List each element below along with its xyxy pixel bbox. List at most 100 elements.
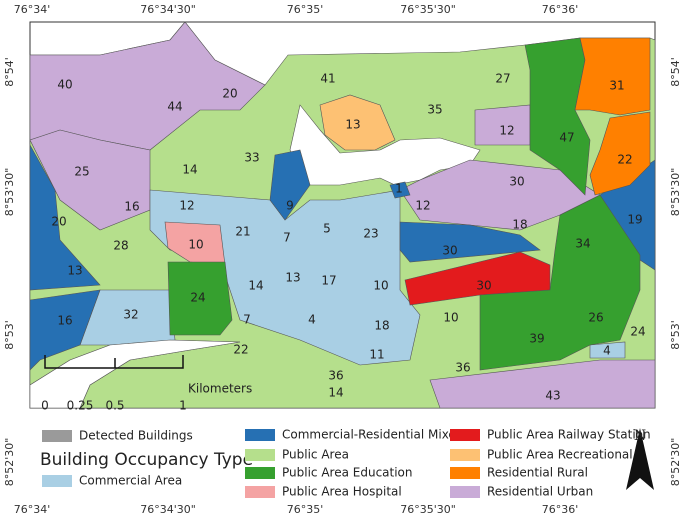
zone-label: 33 — [244, 151, 259, 165]
longitude-label: 76°34' — [14, 3, 51, 16]
latitude-label: 8°52'30" — [669, 438, 682, 487]
zone-label: 4 — [603, 344, 611, 358]
zone-label: 30 — [509, 175, 524, 189]
longitude-label: 76°34'30" — [140, 3, 196, 16]
scale-bar — [44, 355, 184, 369]
scale-unit: Kilometers — [188, 382, 252, 396]
longitude-label: 76°35' — [287, 3, 324, 16]
zone-label: 5 — [323, 222, 331, 236]
zone-label: 24 — [630, 325, 645, 339]
zone-label: 22 — [617, 153, 632, 167]
zone-area — [319, 94, 396, 151]
legend-swatch — [450, 486, 480, 498]
longitude-label: 76°35' — [287, 503, 324, 516]
zone-area — [574, 37, 651, 116]
longitude-label: 76°34'30" — [140, 503, 196, 516]
zone-label: 23 — [363, 227, 378, 241]
zone-label: 10 — [443, 311, 458, 325]
zone-label: 13 — [285, 271, 300, 285]
legend-swatch — [245, 486, 275, 498]
scale-tick-label: 0.5 — [105, 399, 124, 413]
zone-area — [429, 359, 656, 409]
zone-label: 16 — [124, 200, 139, 214]
north-arrow — [626, 428, 654, 490]
legend-title: Building Occupancy Type — [40, 450, 253, 470]
zone-label: 14 — [182, 163, 197, 177]
latitude-label: 8°53' — [3, 320, 16, 350]
zone-label: 1 — [395, 182, 403, 196]
latitude-label: 8°53' — [669, 320, 682, 350]
zone-label: 39 — [529, 332, 544, 346]
zone-label: 36 — [455, 361, 470, 375]
legend-label: Public Area Railway Station — [487, 428, 651, 442]
latitude-label: 8°53'30" — [669, 168, 682, 217]
zone-area — [29, 143, 101, 291]
legend-label: Public Area Education — [282, 466, 413, 480]
zone-area — [29, 289, 101, 371]
legend-swatch — [450, 429, 480, 441]
legend-label: Residential Urban — [487, 485, 593, 499]
longitude-label: 76°35'30" — [400, 503, 456, 516]
zone-label: 44 — [167, 100, 182, 114]
legend-label: Public Area Recreational — [487, 448, 633, 462]
legend-label: Commercial Area — [79, 474, 182, 488]
zone-label: 11 — [369, 348, 384, 362]
zone-label: 12 — [415, 199, 430, 213]
latitude-label: 8°54' — [669, 57, 682, 87]
zone-label: 17 — [321, 274, 336, 288]
zone-label: 26 — [588, 311, 603, 325]
latitude-label: 8°52'30" — [3, 438, 16, 487]
zone-label: 7 — [243, 313, 251, 327]
longitude-label: 76°36' — [542, 3, 579, 16]
zone-label: 12 — [179, 199, 194, 213]
zone-label: 7 — [283, 231, 291, 245]
zone-label: 19 — [627, 213, 642, 227]
legend-swatch — [450, 449, 480, 461]
zone-label: 14 — [328, 386, 343, 400]
zone-label: 18 — [374, 319, 389, 333]
zone-label: 41 — [320, 72, 335, 86]
zone-area — [289, 104, 481, 186]
zone-label: 40 — [57, 78, 72, 92]
legend-swatch — [245, 467, 275, 479]
legend-label: Detected Buildings — [79, 429, 193, 443]
legend-swatch — [42, 430, 72, 442]
zone-label: 35 — [427, 103, 442, 117]
legend-label: Public Area — [282, 448, 349, 462]
zone-label: 20 — [222, 87, 237, 101]
latitude-label: 8°53'30" — [3, 168, 16, 217]
zone-label: 36 — [328, 369, 343, 383]
zone-label: 30 — [476, 279, 491, 293]
zone-label: 25 — [74, 165, 89, 179]
zone-label: 30 — [442, 244, 457, 258]
legend-label: Residential Rural — [487, 466, 588, 480]
zone-label: 18 — [512, 218, 527, 232]
zone-label: 20 — [51, 215, 66, 229]
zone-label: 22 — [233, 343, 248, 357]
zone-area — [479, 194, 641, 371]
zone-label: 32 — [123, 308, 138, 322]
zone-label: 9 — [286, 199, 294, 213]
zone-label: 47 — [559, 131, 574, 145]
legend-label: Commercial-Residential Mixed — [282, 428, 463, 442]
zone-area — [399, 221, 541, 263]
zone-label: 13 — [67, 264, 82, 278]
zone-label: 27 — [495, 72, 510, 86]
zone-label: 24 — [190, 291, 205, 305]
north-label: N — [634, 428, 646, 444]
zone-label: 4 — [308, 313, 316, 327]
legend-swatch — [450, 467, 480, 479]
zone-label: 14 — [248, 279, 263, 293]
legend-swatch — [245, 429, 275, 441]
zone-label: 34 — [575, 237, 590, 251]
zone-area — [29, 129, 151, 231]
zone-label: 13 — [345, 118, 360, 132]
zone-label: 12 — [499, 124, 514, 138]
zone-area — [389, 181, 411, 199]
legend-label: Public Area Hospital — [282, 485, 402, 499]
scale-tick-label: 0.25 — [67, 399, 94, 413]
zone-label: 43 — [545, 389, 560, 403]
zone-label: 31 — [609, 79, 624, 93]
zone-area — [269, 149, 311, 221]
